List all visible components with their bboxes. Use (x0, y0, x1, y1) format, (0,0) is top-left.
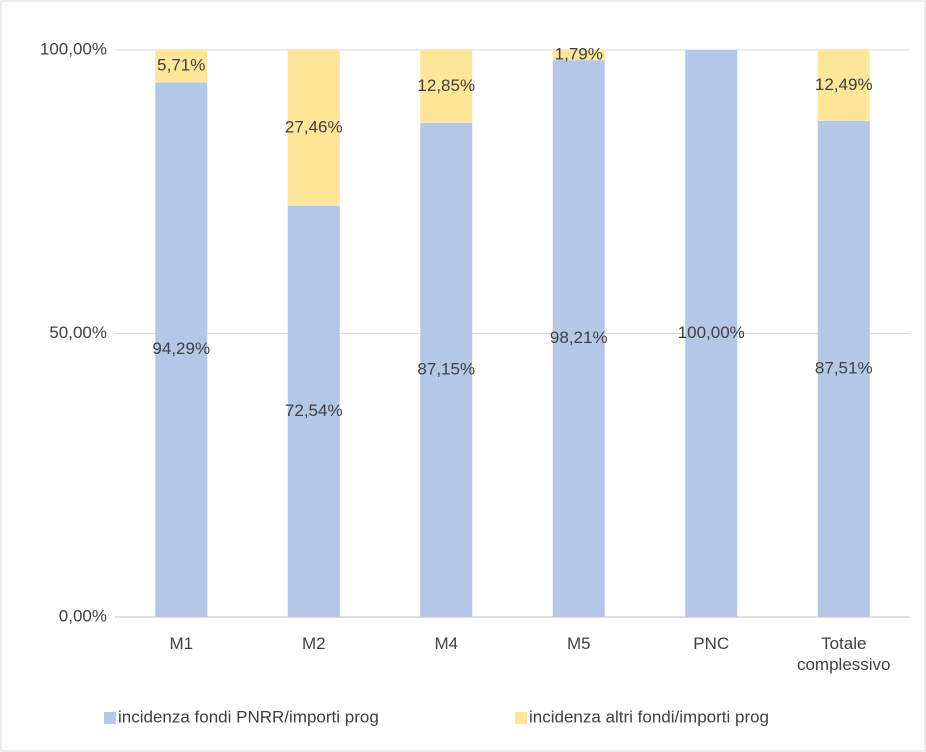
data-label: 12,49% (815, 75, 873, 94)
data-label: 1,79% (555, 45, 603, 64)
x-tick-label: M5 (566, 634, 591, 653)
x-tick-label: Totale complessivo (796, 634, 891, 674)
y-tick-label: 0,00% (59, 606, 107, 625)
bar-segment (420, 50, 473, 123)
x-tick-label: M4 (434, 634, 459, 653)
y-tick-label: 100,00% (40, 39, 107, 58)
x-tick-label: M1 (169, 634, 194, 653)
data-label: 87,51% (815, 358, 873, 377)
bar-segment (155, 82, 208, 617)
data-label: 27,46% (285, 117, 343, 136)
bar-segment (287, 205, 340, 618)
data-label: 100,00% (678, 323, 745, 342)
bar-segment (552, 60, 605, 618)
bar-segment (287, 50, 340, 206)
data-label: 87,15% (417, 359, 475, 378)
legend-swatch (515, 712, 527, 724)
bar-segment (552, 50, 605, 61)
bar-segment (420, 122, 473, 617)
legend-label: incidenza altri fondi/importi prog (529, 707, 769, 726)
data-label: 94,29% (152, 339, 210, 358)
data-label: 12,85% (417, 76, 475, 95)
x-tick-label: M2 (301, 634, 326, 653)
y-tick-label: 50,00% (49, 323, 107, 342)
data-label: 98,21% (550, 328, 608, 347)
bar-segment (155, 50, 208, 83)
data-label: 72,54% (285, 401, 343, 420)
bar-segment (817, 50, 870, 121)
legend-label: incidenza fondi PNRR/importi prog (118, 707, 379, 726)
data-label: 5,71% (157, 56, 205, 75)
bar-segment (685, 50, 738, 617)
x-tick-label: PNC (693, 634, 730, 653)
legend-swatch (104, 712, 116, 724)
bar-segment (817, 120, 870, 617)
